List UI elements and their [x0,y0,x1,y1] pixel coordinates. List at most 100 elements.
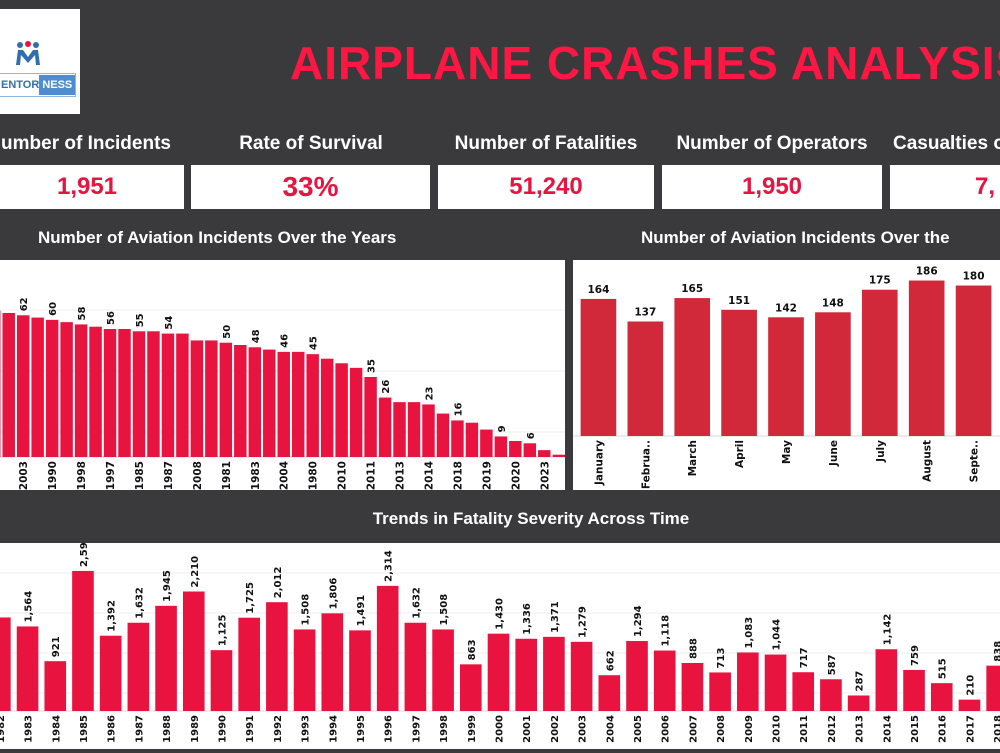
tick-label: 2002 [550,715,561,743]
bar [17,315,29,457]
tick-label: 2015 [910,715,921,743]
kpi-incidents-label: umber of Incidents [0,131,182,157]
data-label: 2,210 [190,556,201,588]
bar [147,331,159,457]
tick-label: 1983 [24,715,35,743]
bar [294,629,316,711]
tick-label: 1985 [134,461,146,490]
bar [75,324,87,457]
chart3-title: Trends in Fatality Severity Across Time [0,507,1000,531]
tick-label: 1997 [105,461,117,490]
data-label: 1,430 [495,598,506,630]
bar [44,661,66,711]
tick-label: 2005 [633,715,644,743]
data-label: 148 [822,297,844,309]
tick-label: 2023 [539,461,551,490]
kpi-survival-value: 33% [191,165,430,209]
tick-label: 2019 [481,461,493,490]
bar [2,313,14,457]
bar [211,650,233,711]
data-label: 137 [634,306,656,318]
data-label: 1,508 [301,594,312,626]
chart1-title: Number of Aviation Incidents Over the Ye… [38,226,396,250]
tick-label: July [875,440,887,463]
bar [466,423,478,457]
bar [350,368,362,457]
data-label: 151 [728,295,750,307]
bar [191,340,203,457]
data-label: 60 [48,302,59,316]
data-label: 921 [51,636,62,657]
bar [364,377,376,457]
tick-label: 1996 [384,715,395,743]
bar [709,672,731,711]
kpi-operators-label: Number of Operators [662,131,882,157]
kpi-casualties-value: 7, [890,165,1000,209]
bar [792,672,814,711]
data-label: 26 [381,380,392,394]
data-label: 1,632 [411,587,422,619]
data-label: 1,279 [578,606,589,638]
bar [848,695,870,711]
data-label: 1,083 [744,617,755,649]
data-label: 713 [716,648,727,669]
kpi-survival-label: Rate of Survival [191,131,431,157]
logo-wordmark: ENTOR NESS [0,73,76,97]
bar [31,318,43,457]
data-label: 287 [855,671,866,692]
bar [100,636,122,711]
bar [909,281,945,436]
data-label: 23 [424,386,435,400]
tick-label: 1992 [273,715,284,743]
tick-label: 1997 [411,715,422,743]
data-label: 56 [106,311,117,325]
tick-label: 1984 [51,715,62,743]
data-label: 64 [0,293,1,307]
data-label: 2,590 [79,543,90,567]
tick-label: 1980 [308,461,320,490]
bar [876,649,898,711]
tick-label: 2010 [772,715,783,743]
bar [451,420,463,457]
bar [654,651,676,711]
data-label: 58 [77,306,88,320]
chart1-svg: 6419886220036019905819985619975519855419… [0,260,565,490]
tick-label: 1995 [356,715,367,743]
data-label: 1,392 [107,600,118,632]
data-label: 16 [453,402,464,416]
bar [862,290,898,436]
bar [903,670,925,711]
bar [118,329,130,457]
people-icon [14,41,42,67]
bar [682,663,704,711]
data-label: 54 [164,316,175,330]
bar [249,347,261,457]
data-label: 164 [587,284,609,296]
bar [393,402,405,457]
bar [335,363,347,457]
bar [628,321,664,436]
bar [571,642,593,711]
tick-label: 2008 [716,715,727,743]
bar [437,414,449,457]
bar [205,340,217,457]
tick-label: Septe.. [969,440,981,482]
bar [266,602,288,711]
data-label: 35 [367,359,378,373]
bar [349,630,371,711]
tick-label: 2016 [938,715,949,743]
kpi-fatalities-value: 51,240 [438,165,654,209]
bar [488,634,510,711]
bar [89,327,101,457]
tick-label: Februa.. [640,440,652,489]
bar [162,334,174,457]
tick-label: 2014 [423,461,435,490]
bar [128,623,150,711]
tick-label: 2004 [279,461,291,490]
bar [721,310,757,436]
bar [220,343,232,457]
bar [60,322,72,457]
mentorness-logo: ENTOR NESS [0,9,80,114]
tick-label: April [734,440,746,468]
